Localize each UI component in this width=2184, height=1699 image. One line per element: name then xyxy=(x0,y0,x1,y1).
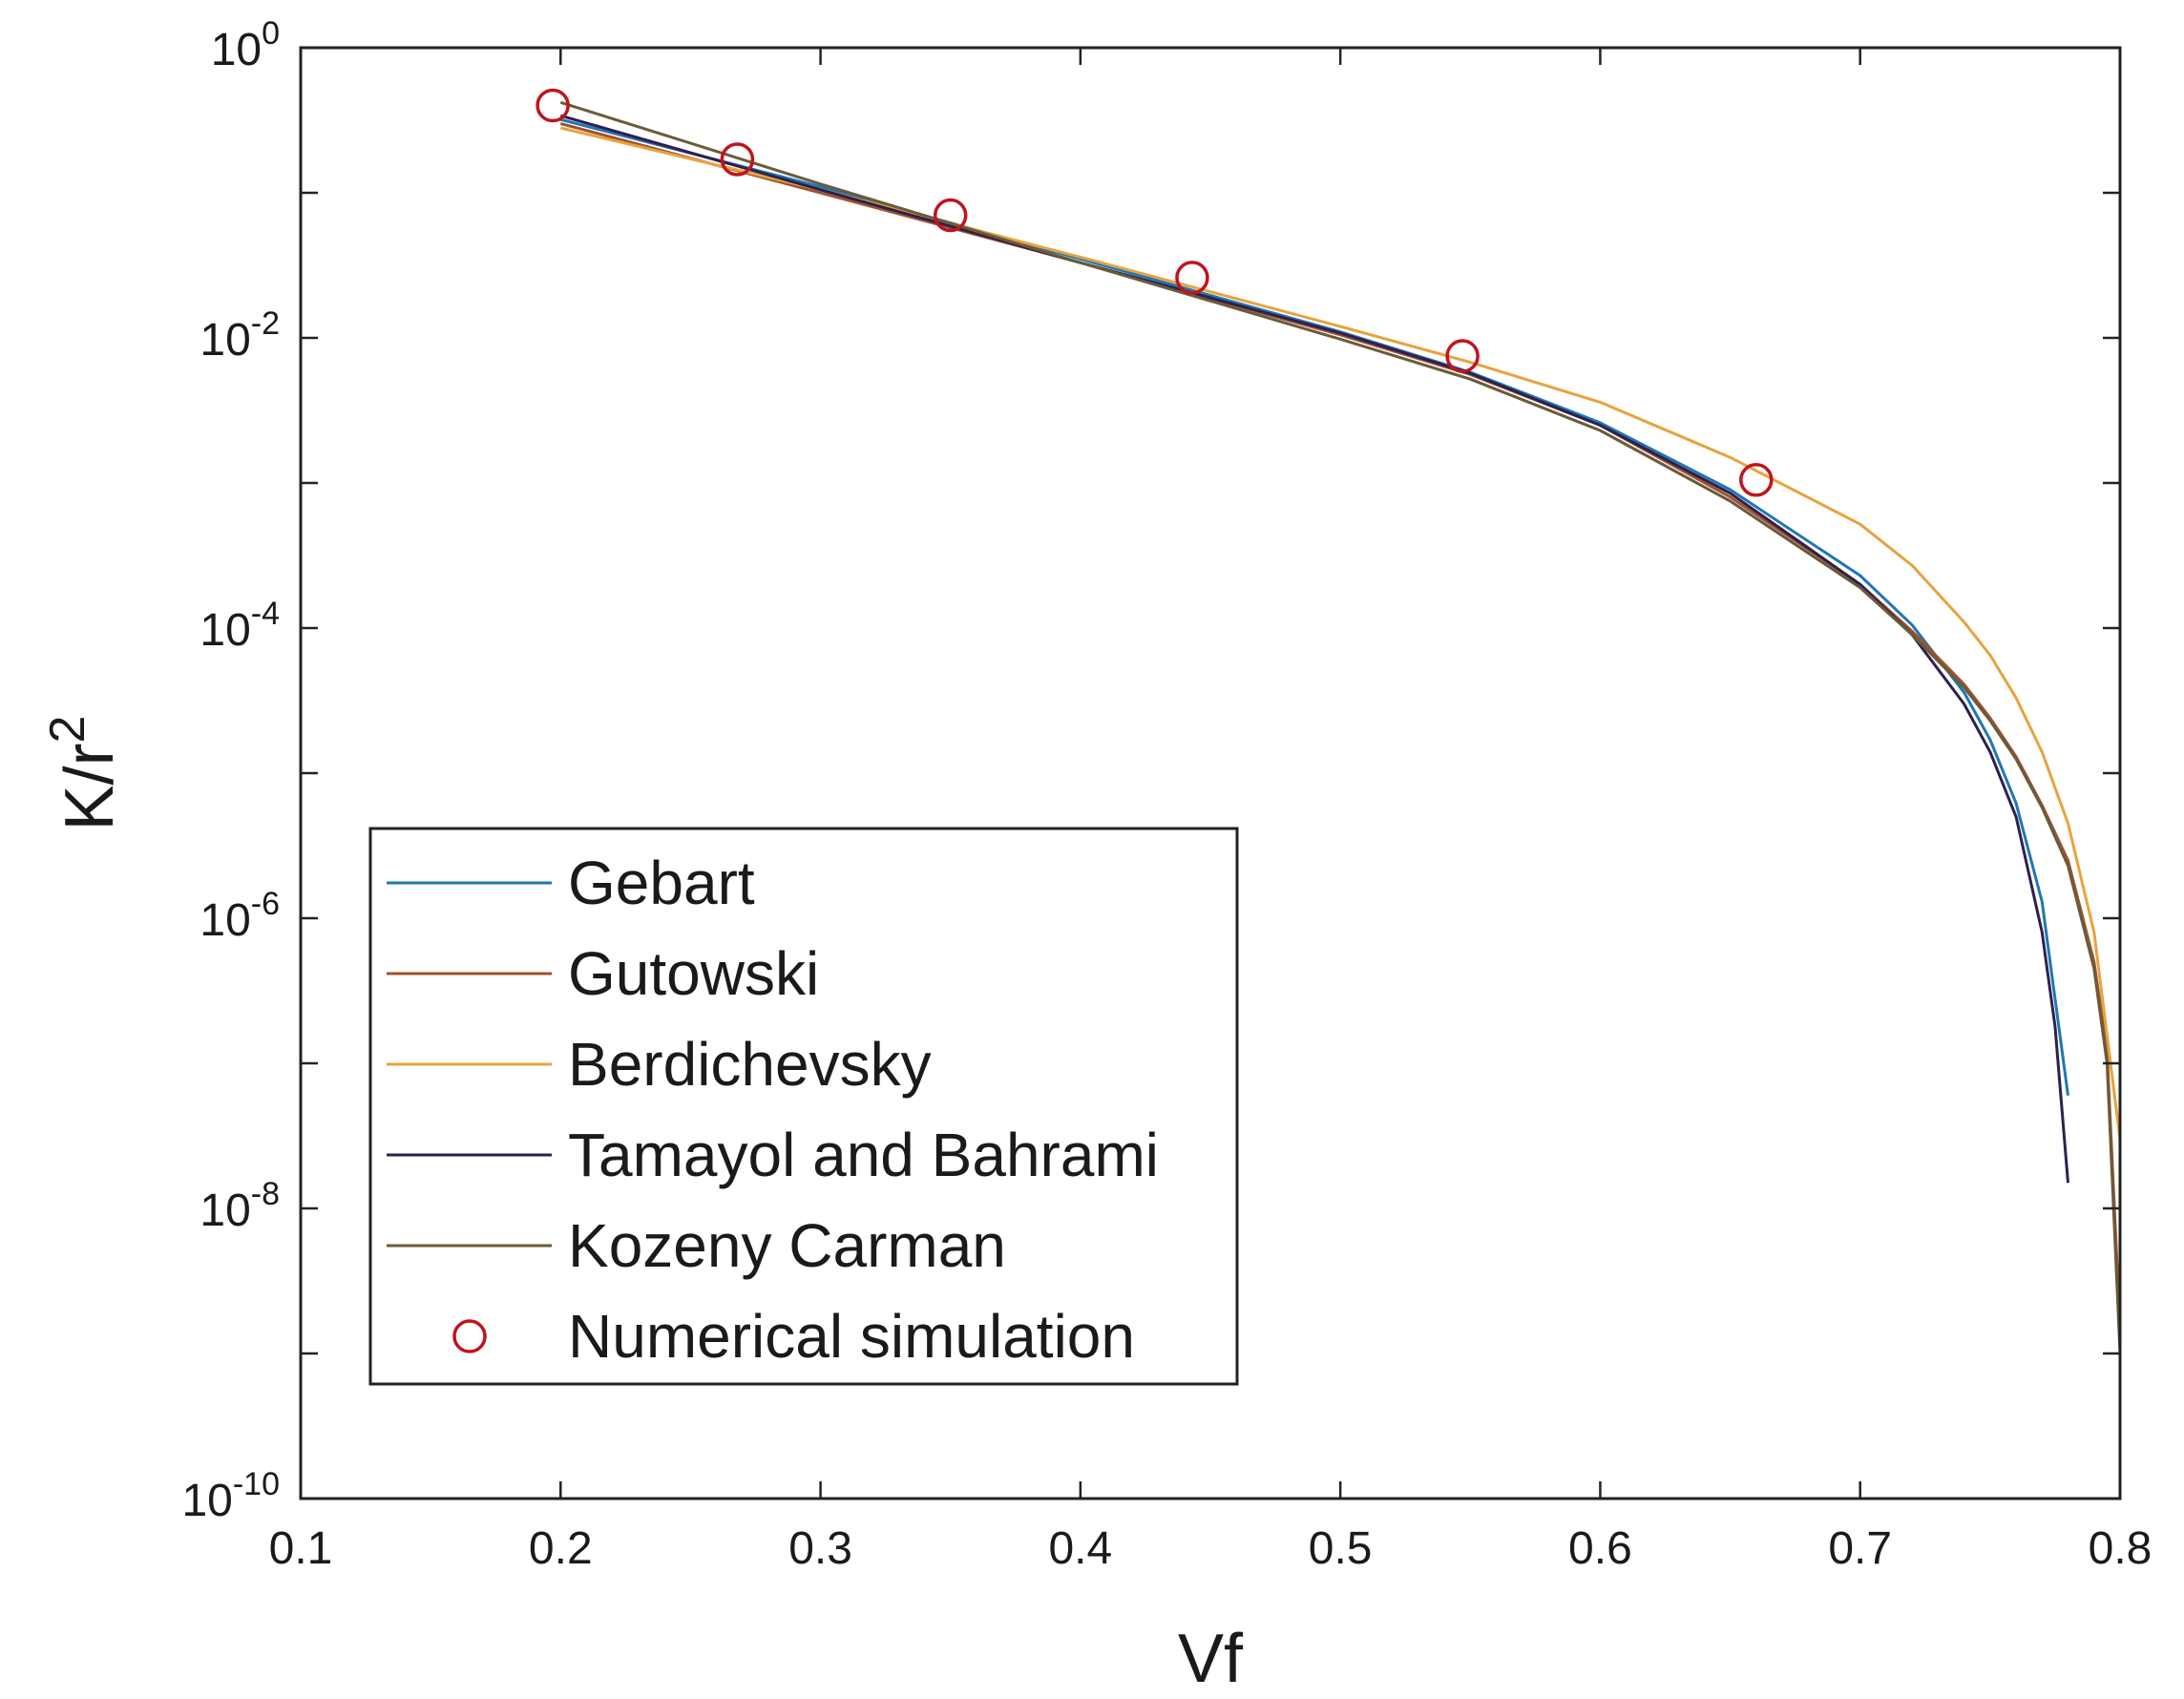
x-tick-label: 0.3 xyxy=(788,1523,852,1574)
x-tick-label: 0.4 xyxy=(1048,1523,1112,1574)
y-tick-label: 10-6 xyxy=(200,886,280,946)
x-tick-label: 0.2 xyxy=(529,1523,593,1574)
y-axis-label-exponent: 2 xyxy=(40,716,95,744)
y-tick-label: 10-2 xyxy=(200,305,280,366)
y-tick-label: 10-8 xyxy=(200,1176,280,1236)
y-tick-label: 10-4 xyxy=(200,596,280,656)
legend: Gebart Gutowski Berdichevsky Tamayol and Ba… xyxy=(368,827,1239,1386)
y-axis-label: K/r2 xyxy=(40,716,128,831)
y-tick-label: 10-10 xyxy=(181,1466,280,1526)
data-point xyxy=(1175,261,1209,295)
legend-label: Tamayol and Bahrami xyxy=(568,1121,1159,1189)
scatter-points xyxy=(536,88,1774,497)
y-axis-ticks: 100 10-2 10-4 10-6 10-8 10-10 xyxy=(181,15,2120,1526)
y-axis-label-base: K/r xyxy=(52,743,128,830)
legend-label: Kozeny Carman xyxy=(568,1211,1006,1280)
x-tick-label: 0.8 xyxy=(2089,1523,2152,1574)
series-line-4 xyxy=(559,100,2122,1354)
x-axis-ticks: 0.1 0.2 0.3 0.4 0.5 0.6 0.7 0.8 xyxy=(269,48,2152,1574)
legend-marker xyxy=(452,1319,487,1353)
data-point xyxy=(1445,339,1480,373)
series-line-2 xyxy=(559,126,2122,1140)
legend-label: Gutowski xyxy=(568,939,819,1008)
data-point xyxy=(1739,463,1774,497)
legend-label: Gebart xyxy=(568,849,755,917)
series-line-0 xyxy=(559,117,2069,1096)
series-line-3 xyxy=(559,114,2069,1184)
data-point xyxy=(536,88,570,123)
legend-label: Numerical simulation xyxy=(568,1302,1135,1371)
x-tick-label: 0.7 xyxy=(1828,1523,1892,1574)
x-tick-label: 0.5 xyxy=(1309,1523,1373,1574)
data-point xyxy=(720,142,755,177)
legend-label: Berdichevsky xyxy=(568,1030,932,1099)
x-tick-label: 0.1 xyxy=(269,1523,333,1574)
legend-box xyxy=(368,827,1239,1386)
series-lines xyxy=(559,100,2122,1354)
x-tick-label: 0.6 xyxy=(1568,1523,1632,1574)
x-axis-label: Vf xyxy=(1178,1621,1244,1697)
data-point xyxy=(933,198,968,233)
y-tick-label: 100 xyxy=(211,15,280,75)
